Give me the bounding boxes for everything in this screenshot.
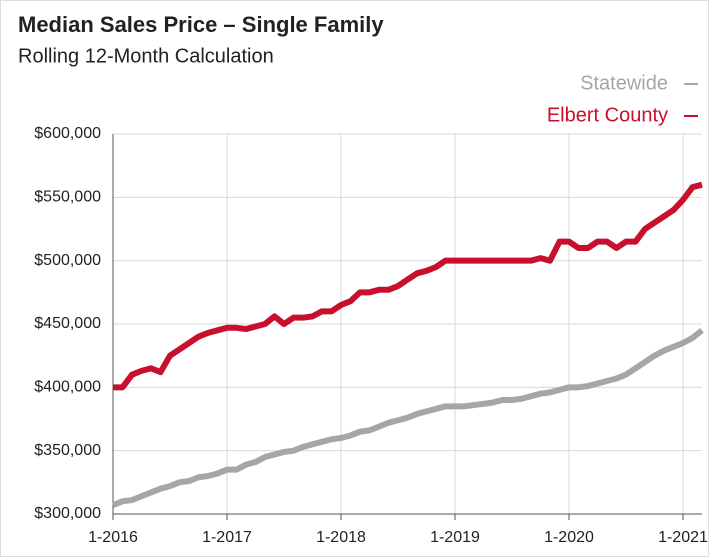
x-tick-label: 1-2019	[430, 529, 480, 546]
y-tick-label: $600,000	[34, 125, 101, 142]
chart-title: Median Sales Price – Single Family	[18, 12, 384, 37]
x-tick-label: 1-2021	[658, 529, 708, 546]
y-tick-label: $500,000	[34, 252, 101, 269]
legend-label: Statewide	[580, 72, 668, 94]
legend-label: Elbert County	[547, 104, 668, 126]
series-line	[111, 327, 704, 508]
y-tick-label: $350,000	[34, 442, 101, 459]
chart-subtitle: Rolling 12-Month Calculation	[18, 45, 274, 67]
y-tick-label: $450,000	[34, 315, 101, 332]
y-tick-label: $550,000	[34, 189, 101, 206]
series-line	[113, 181, 703, 391]
x-tick-label: 1-2016	[88, 529, 138, 546]
y-tick-label: $300,000	[34, 505, 101, 522]
x-tick-label: 1-2020	[544, 529, 594, 546]
x-tick-label: 1-2017	[202, 529, 252, 546]
x-tick-label: 1-2018	[316, 529, 366, 546]
y-tick-label: $400,000	[34, 379, 101, 396]
